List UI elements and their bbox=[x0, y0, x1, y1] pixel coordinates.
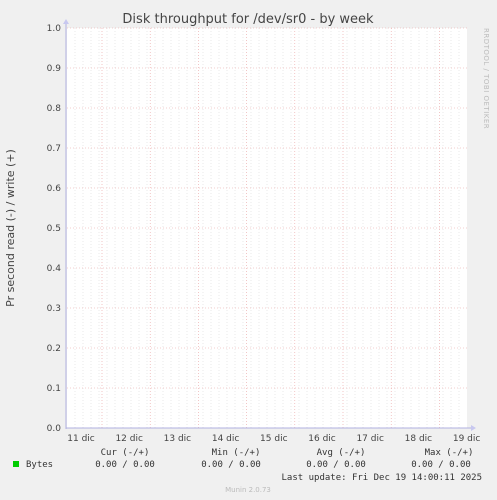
side-credit: RRDTOOL / TOBI OETIKER bbox=[482, 28, 490, 129]
y-tick-label: 0.4 bbox=[47, 264, 62, 274]
legend-header-min: Min (-/+) bbox=[212, 448, 261, 458]
chart-title: Disk throughput for /dev/sr0 - by week bbox=[122, 12, 374, 27]
x-tick-label: 13 dic bbox=[164, 434, 192, 444]
x-tick-label: 17 dic bbox=[356, 434, 384, 444]
y-axis-label: Pr second read (-) / write (+) bbox=[4, 149, 17, 307]
y-tick-label: 0.6 bbox=[47, 184, 62, 194]
legend-avg-value: 0.00 / 0.00 bbox=[306, 460, 366, 470]
y-tick-label: 0.3 bbox=[47, 304, 61, 314]
y-tick-label: 0.7 bbox=[47, 144, 61, 154]
x-tick-label: 16 dic bbox=[308, 434, 336, 444]
x-tick-label: 19 dic bbox=[453, 434, 481, 444]
x-tick-label: 15 dic bbox=[260, 434, 288, 444]
x-tick-label: 11 dic bbox=[67, 434, 95, 444]
y-axis-arrow bbox=[63, 19, 69, 24]
y-tick-label: 0.0 bbox=[47, 424, 62, 434]
y-tick-label: 0.2 bbox=[47, 344, 61, 354]
legend-name-bytes: Bytes bbox=[26, 460, 53, 470]
minor-grid bbox=[74, 28, 460, 428]
legend-swatch-bytes bbox=[13, 461, 19, 467]
legend-cur-value: 0.00 / 0.00 bbox=[95, 460, 155, 470]
y-tick-label: 0.8 bbox=[47, 104, 62, 114]
y-tick-label: 0.9 bbox=[47, 64, 62, 74]
legend-header-max: Max (-/+) bbox=[425, 448, 474, 458]
last-update: Last update: Fri Dec 19 14:00:11 2025 bbox=[282, 473, 482, 483]
legend-header-avg: Avg (-/+) bbox=[317, 448, 366, 458]
x-tick-label: 12 dic bbox=[115, 434, 143, 444]
legend-max-value: 0.00 / 0.00 bbox=[411, 460, 471, 470]
y-tick-label: 1.0 bbox=[47, 24, 62, 34]
legend-min-value: 0.00 / 0.00 bbox=[201, 460, 261, 470]
legend-header-cur: Cur (-/+) bbox=[101, 448, 150, 458]
y-tick-label: 0.5 bbox=[47, 224, 61, 234]
major-grid bbox=[67, 27, 467, 428]
x-tick-labels: 11 dic 12 dic 13 dic 14 dic 15 dic 16 dic 17 d… bbox=[67, 434, 480, 444]
y-tick-label: 0.1 bbox=[47, 384, 61, 394]
x-axis-arrow bbox=[471, 425, 476, 431]
x-tick-label: 14 dic bbox=[212, 434, 240, 444]
munin-version: Munin 2.0.73 bbox=[225, 486, 271, 494]
y-tick-labels: 0.0 0.1 0.2 0.3 0.4 0.5 0.6 0.7 0.8 0.9 1.0 bbox=[47, 24, 62, 434]
x-tick-label: 18 dic bbox=[405, 434, 433, 444]
